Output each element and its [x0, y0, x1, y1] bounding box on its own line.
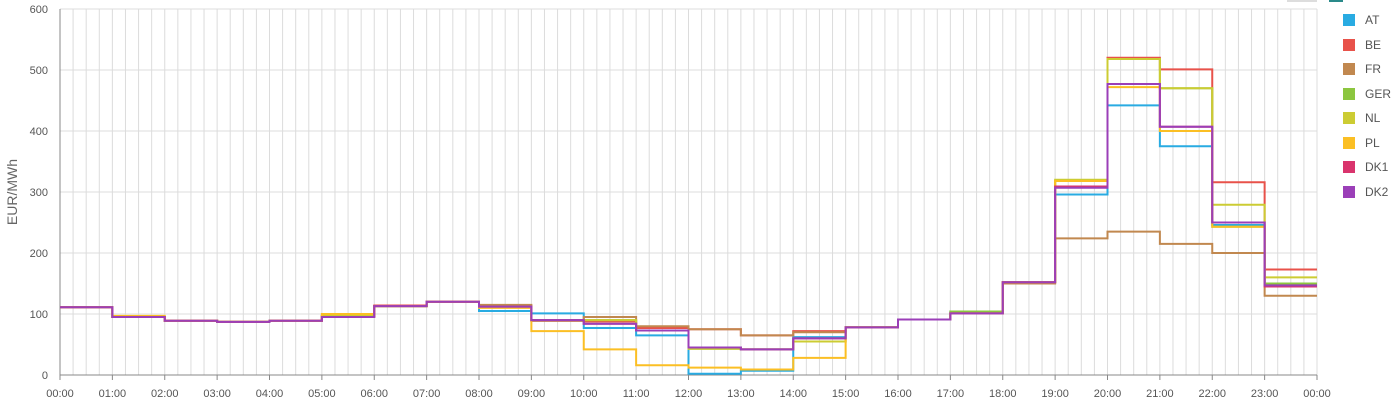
legend-label: BE — [1365, 37, 1382, 52]
legend-swatch — [1343, 38, 1355, 51]
legend-item-dk1[interactable]: DK1 — [1343, 155, 1400, 180]
series-line-dk2 — [60, 83, 1317, 351]
legend-swatch — [1343, 112, 1355, 125]
legend-label: DK2 — [1365, 184, 1389, 199]
legend-item-fr[interactable]: FR — [1343, 57, 1400, 82]
y-tick-label: 300 — [30, 187, 48, 199]
x-tick-label: 19:00 — [1041, 388, 1069, 400]
legend-swatch — [1343, 161, 1355, 174]
x-tick-label: 08:00 — [465, 388, 493, 400]
x-tick-label: 10:00 — [570, 388, 598, 400]
x-tick-label: 16:00 — [884, 388, 912, 400]
legend-item-nl[interactable]: NL — [1343, 106, 1400, 131]
x-tick-label: 05:00 — [308, 388, 336, 400]
x-tick-label: 11:00 — [623, 388, 650, 400]
x-tick-label: 02:00 — [151, 388, 179, 400]
x-tick-label: 01:00 — [99, 388, 127, 400]
x-tick-label: 22:00 — [1198, 388, 1226, 400]
legend-scroll-accent[interactable] — [1329, 0, 1343, 2]
legend-item-pl[interactable]: PL — [1343, 131, 1400, 156]
legend-swatch — [1343, 185, 1355, 198]
legend-swatch — [1343, 14, 1355, 27]
x-tick-label: 12:00 — [675, 388, 703, 400]
legend-item-ger[interactable]: GER — [1343, 82, 1400, 107]
x-tick-label: 09:00 — [518, 388, 546, 400]
legend-item-be[interactable]: BE — [1343, 33, 1400, 58]
legend-label: GER — [1365, 86, 1392, 101]
y-tick-label: 600 — [30, 4, 48, 16]
x-tick-label: 20:00 — [1094, 388, 1122, 400]
legend-label: DK1 — [1365, 160, 1389, 175]
x-tick-label: 07:00 — [413, 388, 441, 400]
x-tick-label: 21:00 — [1146, 388, 1174, 400]
legend-label: PL — [1365, 135, 1380, 150]
x-tick-label: 00:00 — [1303, 388, 1331, 400]
x-tick-label: 17:00 — [937, 388, 965, 400]
y-axis-label: EUR/MWh — [4, 159, 20, 225]
x-tick-label: 23:00 — [1251, 388, 1279, 400]
x-tick-label: 06:00 — [360, 388, 388, 400]
x-tick-label: 00:00 — [46, 388, 74, 400]
legend-swatch — [1343, 136, 1355, 149]
legend-swatch — [1343, 87, 1355, 100]
legend-item-at[interactable]: AT — [1343, 8, 1400, 33]
legend: AT BE FR GER NL PL DK1 DK2 — [1343, 8, 1400, 204]
x-tick-label: 18:00 — [989, 388, 1017, 400]
y-tick-label: 200 — [30, 248, 48, 260]
legend-label: NL — [1365, 111, 1381, 126]
x-tick-label: 04:00 — [256, 388, 284, 400]
legend-label: AT — [1365, 13, 1380, 28]
y-tick-label: 500 — [30, 65, 48, 77]
legend-label: FR — [1365, 62, 1381, 77]
y-tick-label: 0 — [42, 370, 48, 382]
legend-item-dk2[interactable]: DK2 — [1343, 180, 1400, 205]
y-tick-label: 100 — [30, 309, 48, 321]
x-tick-label: 15:00 — [832, 388, 860, 400]
x-tick-label: 03:00 — [203, 388, 231, 400]
x-tick-label: 14:00 — [779, 388, 807, 400]
x-tick-label: 13:00 — [727, 388, 755, 400]
legend-swatch — [1343, 63, 1355, 76]
y-tick-label: 400 — [30, 126, 48, 138]
legend-scroll-bar[interactable] — [1287, 0, 1317, 2]
